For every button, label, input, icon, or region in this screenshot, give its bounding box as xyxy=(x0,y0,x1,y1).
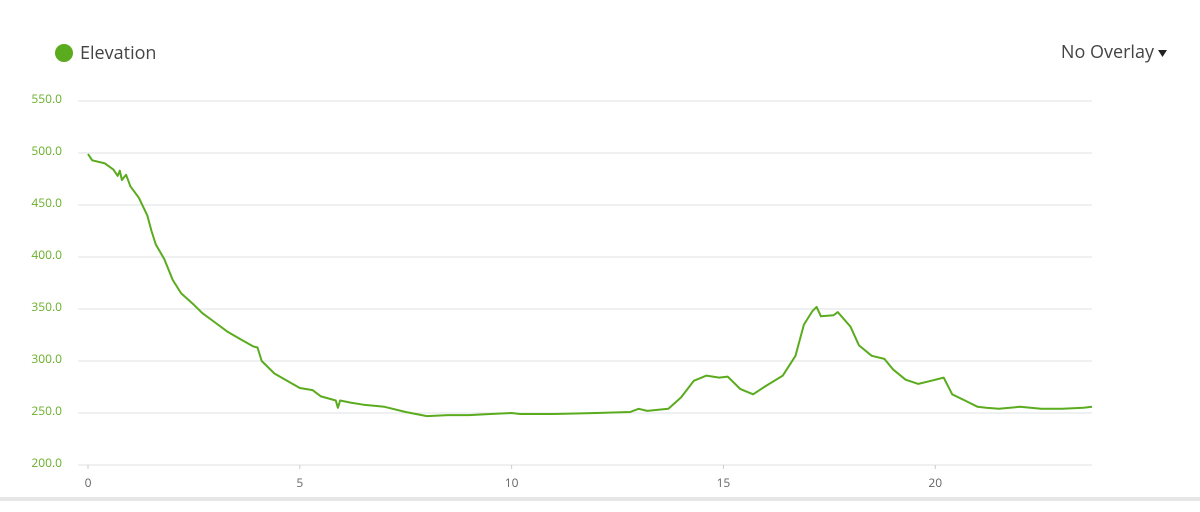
y-tick-label: 550.0 xyxy=(31,90,62,107)
y-tick-label: 350.0 xyxy=(31,298,62,315)
overlay-dropdown[interactable]: No Overlay xyxy=(1061,40,1167,64)
y-tick-label: 500.0 xyxy=(31,142,62,159)
dropdown-arrow[interactable] xyxy=(1158,50,1167,57)
x-tick-label: 5 xyxy=(296,474,303,491)
x-tick-label: 10 xyxy=(505,474,519,491)
y-tick-label: 200.0 xyxy=(31,454,62,471)
y-tick-label: 400.0 xyxy=(31,246,62,263)
y-tick-label: 450.0 xyxy=(31,194,62,211)
y-tick-label: 250.0 xyxy=(31,402,62,419)
x-tick-label: 15 xyxy=(717,474,731,491)
legend-swatch xyxy=(55,44,73,62)
separator xyxy=(0,497,1200,501)
overlay-label[interactable]: No Overlay xyxy=(1061,40,1155,64)
x-tick-label: 20 xyxy=(928,474,942,491)
elevation-line xyxy=(87,153,1093,418)
y-tick-label: 300.0 xyxy=(31,350,62,367)
legend-label: Elevation xyxy=(80,41,156,65)
x-tick-label: 0 xyxy=(85,474,92,491)
